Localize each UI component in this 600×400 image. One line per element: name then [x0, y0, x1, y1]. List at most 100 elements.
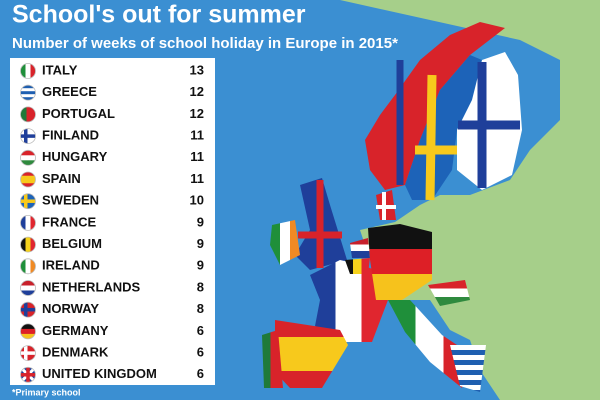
footnote: *Primary school [12, 387, 81, 397]
ireland-flag [270, 220, 300, 265]
icon-border [20, 236, 36, 253]
flag-band [25, 215, 31, 231]
flag-icon [20, 323, 36, 339]
weeks-value: 11 [190, 171, 204, 186]
flag-band [20, 285, 36, 291]
country-name: NORWAY [42, 301, 99, 316]
icon-border [20, 106, 36, 123]
flag-band [20, 290, 36, 296]
weeks-value: 6 [197, 323, 204, 338]
title: School's out for summer [12, 1, 306, 29]
table-row: UNITED KINGDOM 6 [20, 366, 204, 383]
weeks-value: 9 [197, 214, 204, 229]
flag-icon [20, 193, 36, 209]
table-row: SWEDEN 10 [20, 193, 204, 210]
flag-band [20, 150, 36, 156]
flag-icon [20, 237, 36, 253]
weeks-value: 9 [197, 258, 204, 273]
icon-border [20, 149, 36, 166]
flag-cross [20, 134, 36, 138]
flag-band [20, 91, 36, 95]
table-row: DENMARK 6 [20, 345, 204, 362]
weeks-value: 8 [197, 301, 204, 316]
table-row: BELGIUM 9 [20, 236, 204, 253]
flag-cross [20, 373, 36, 377]
flag-band [20, 155, 36, 161]
hungary-flag [428, 280, 470, 306]
greece-flag [450, 345, 486, 392]
flag-icon [20, 345, 36, 361]
country-name: UNITED KINGDOM [42, 366, 157, 381]
icon-border [20, 258, 36, 275]
weeks-value: 6 [197, 345, 204, 360]
weeks-value: 10 [190, 193, 204, 208]
country-name: FRANCE [42, 214, 96, 229]
flag-icon [20, 106, 36, 122]
flag-band [20, 160, 36, 166]
flag-icon [20, 215, 36, 231]
italy-flag [388, 300, 472, 388]
flag-icon [20, 172, 36, 187]
icon-border [20, 214, 36, 231]
weeks-value: 11 [190, 149, 204, 164]
weeks-value: 11 [190, 128, 204, 143]
weeks-value: 8 [197, 279, 204, 294]
weeks-value: 12 [190, 84, 204, 99]
country-name: SPAIN [42, 171, 81, 186]
country-name: ITALY [42, 62, 78, 77]
icon-border [20, 193, 36, 210]
flag-cross [20, 199, 36, 203]
flag-band [20, 63, 26, 79]
flag-band [20, 85, 36, 89]
table-panel [10, 58, 215, 385]
icon-border [20, 171, 36, 188]
country-name: PORTUGAL [42, 106, 115, 121]
flag-band [30, 63, 36, 79]
flag-icon [20, 302, 36, 318]
flag-cross [20, 307, 36, 312]
flag-band [20, 328, 36, 335]
country-name: NETHERLANDS [42, 279, 141, 294]
country-name: BELGIUM [42, 236, 102, 251]
flag-icon [20, 63, 36, 79]
flag-band [25, 237, 31, 253]
map-flags [262, 22, 522, 392]
table-row: FINLAND 11 [20, 128, 204, 145]
flag-icon [20, 85, 36, 101]
icon-border [20, 84, 36, 101]
portugal-flag [262, 330, 283, 388]
flag-band [20, 280, 36, 286]
flag-band [30, 237, 36, 253]
country-name: HUNGARY [42, 149, 108, 164]
table-row: FRANCE 9 [20, 214, 204, 231]
flag-band [20, 333, 36, 339]
icon-border [20, 63, 36, 79]
netherlands-flag [350, 238, 370, 258]
table-row: GERMANY 6 [20, 323, 204, 340]
flag-band [25, 258, 31, 274]
icon-border [20, 280, 36, 296]
icon-border [20, 366, 36, 383]
sweden-cross [425, 74, 437, 201]
table-row: PORTUGAL 12 [20, 106, 204, 123]
weeks-value: 6 [197, 366, 204, 381]
country-name: DENMARK [42, 345, 109, 360]
icon-border [20, 128, 36, 145]
flag-band [20, 258, 26, 274]
country-name: GERMANY [42, 323, 109, 338]
flag-icon [20, 367, 36, 383]
table-row: SPAIN 11 [20, 171, 204, 188]
flag-band [25, 63, 31, 79]
table-row: HUNGARY 11 [20, 149, 204, 166]
flag-band [20, 323, 36, 330]
flag-cross [20, 351, 36, 355]
flag-icon [20, 258, 36, 274]
icon-border [20, 345, 36, 362]
flag-band [20, 88, 36, 92]
weeks-value: 12 [190, 106, 204, 121]
subtitle: Number of weeks of school holiday in Eur… [12, 35, 398, 52]
weeks-value: 9 [197, 236, 204, 251]
flag-icon [20, 128, 36, 144]
